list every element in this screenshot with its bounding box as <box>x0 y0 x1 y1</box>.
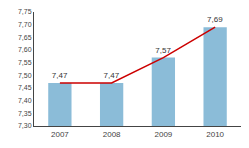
svg-text:7,35: 7,35 <box>18 110 32 117</box>
svg-text:7,47: 7,47 <box>52 71 68 80</box>
svg-text:2007: 2007 <box>51 130 69 139</box>
svg-text:7,75: 7,75 <box>18 8 32 15</box>
svg-text:7,47: 7,47 <box>104 71 120 80</box>
svg-text:2009: 2009 <box>154 130 172 139</box>
svg-text:7,70: 7,70 <box>18 21 32 28</box>
svg-text:7,40: 7,40 <box>18 97 32 104</box>
svg-text:7,45: 7,45 <box>18 84 32 91</box>
svg-text:7,65: 7,65 <box>18 34 32 41</box>
svg-text:7,60: 7,60 <box>18 46 32 53</box>
svg-text:7,50: 7,50 <box>18 72 32 79</box>
svg-text:7,69: 7,69 <box>207 15 223 24</box>
svg-text:7,30: 7,30 <box>18 122 32 129</box>
svg-text:7,57: 7,57 <box>155 46 171 55</box>
svg-text:7,55: 7,55 <box>18 59 32 66</box>
svg-text:2008: 2008 <box>103 130 121 139</box>
svg-text:2010: 2010 <box>206 130 224 139</box>
